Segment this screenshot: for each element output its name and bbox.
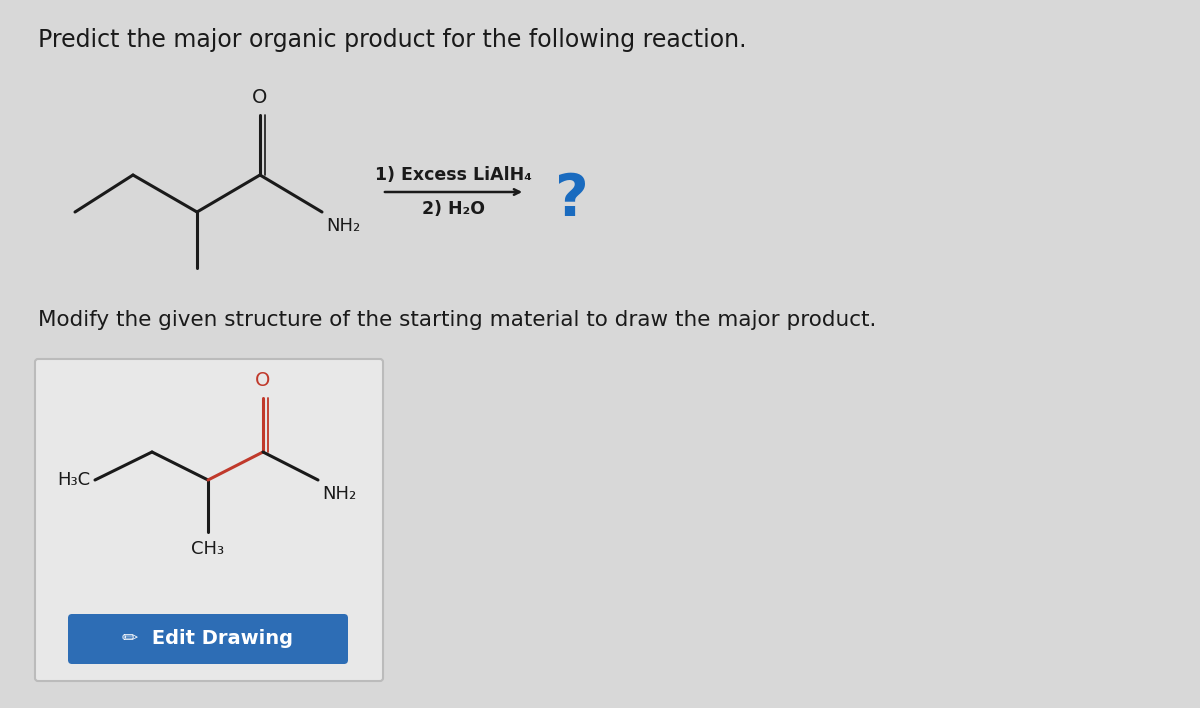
Text: O: O xyxy=(256,371,271,390)
Text: CH₃: CH₃ xyxy=(192,540,224,558)
Text: O: O xyxy=(252,88,268,107)
Text: 2) H₂O: 2) H₂O xyxy=(422,200,485,218)
Text: Modify the given structure of the starting material to draw the major product.: Modify the given structure of the starti… xyxy=(38,310,876,330)
Text: H₃C: H₃C xyxy=(56,471,90,489)
Text: ?: ? xyxy=(554,171,589,229)
Text: Predict the major organic product for the following reaction.: Predict the major organic product for th… xyxy=(38,28,746,52)
Text: NH₂: NH₂ xyxy=(322,485,356,503)
Text: NH₂: NH₂ xyxy=(326,217,360,235)
FancyBboxPatch shape xyxy=(35,359,383,681)
Text: ✏  Edit Drawing: ✏ Edit Drawing xyxy=(122,629,294,649)
FancyBboxPatch shape xyxy=(68,614,348,664)
Text: 1) Excess LiAlH₄: 1) Excess LiAlH₄ xyxy=(376,166,532,184)
